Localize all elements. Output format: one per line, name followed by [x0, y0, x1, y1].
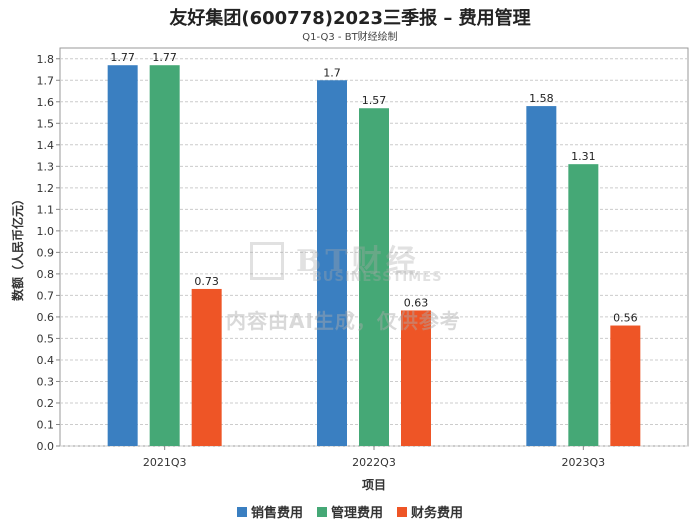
legend-label-sales: 销售费用: [250, 506, 303, 521]
chart-subtitle: Q1-Q3 - BT财经绘制: [302, 32, 398, 43]
legend-swatch-sales: [236, 506, 247, 517]
y-tick-label: 0.5: [37, 332, 55, 345]
data-label: 1.77: [110, 51, 135, 64]
y-tick-label: 1.4: [37, 139, 55, 152]
y-tick-label: 0.6: [37, 311, 55, 324]
legend: 销售费用 管理费用 财务费用: [0, 502, 700, 521]
y-tick-label: 1.5: [37, 117, 55, 130]
y-tick-label: 1.8: [37, 53, 55, 66]
y-tick-label: 0.4: [37, 354, 55, 367]
bar: [526, 106, 557, 446]
legend-swatch-admin: [316, 506, 327, 517]
bar: [107, 65, 138, 446]
y-tick-label: 0.3: [37, 375, 55, 388]
x-tick-label: 2023Q3: [562, 456, 606, 469]
y-axis-title: 数额（人民币亿元）: [10, 193, 25, 301]
y-tick-label: 1.7: [37, 74, 55, 87]
data-label: 1.7: [323, 66, 341, 79]
bar: [568, 164, 599, 446]
data-label: 0.73: [194, 275, 219, 288]
bar: [359, 108, 389, 446]
y-tick-label: 1.1: [37, 203, 55, 216]
x-tick-label: 2022Q3: [352, 456, 396, 469]
data-label: 1.77: [152, 51, 177, 64]
y-tick-label: 1.3: [37, 160, 55, 173]
data-label: 1.31: [571, 150, 596, 163]
y-tick-label: 0.0: [37, 440, 55, 453]
data-label: 1.57: [362, 94, 387, 107]
y-tick-label: 1.6: [37, 96, 55, 109]
y-tick-label: 1.2: [37, 182, 55, 195]
x-axis-title: 项目: [362, 478, 386, 492]
data-label: 0.63: [404, 296, 429, 309]
legend-item-finance: 财务费用: [397, 502, 463, 521]
bar: [401, 310, 431, 446]
y-tick-label: 0.7: [37, 289, 55, 302]
bar: [317, 80, 347, 447]
y-tick-label: 0.9: [37, 246, 55, 259]
bar: [191, 288, 222, 446]
chart-title: 友好集团(600778)2023三季报 – 费用管理: [169, 8, 531, 29]
legend-item-sales: 销售费用: [236, 502, 303, 521]
y-tick-label: 0.1: [37, 418, 55, 431]
y-tick-label: 0.2: [37, 397, 55, 410]
data-label: 1.58: [529, 92, 554, 105]
x-tick-label: 2021Q3: [143, 456, 187, 469]
legend-item-admin: 管理费用: [316, 502, 383, 521]
legend-label-admin: 管理费用: [330, 506, 383, 521]
bar: [149, 65, 180, 446]
legend-label-finance: 财务费用: [411, 506, 464, 521]
bar: [610, 325, 641, 446]
y-tick-label: 1.0: [37, 225, 55, 238]
y-tick-label: 0.8: [37, 268, 55, 281]
data-label: 0.56: [613, 312, 638, 325]
legend-swatch-finance: [397, 506, 407, 517]
